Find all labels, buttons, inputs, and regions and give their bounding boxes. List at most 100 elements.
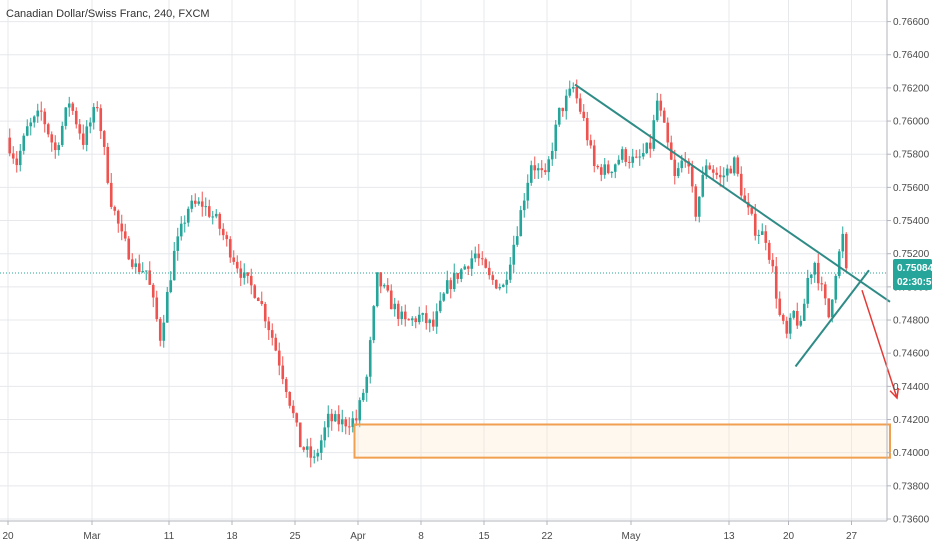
candle[interactable] bbox=[718, 165, 722, 187]
candle[interactable] bbox=[235, 255, 239, 273]
forecast-arrow-shaft[interactable] bbox=[861, 289, 898, 399]
candle[interactable] bbox=[214, 209, 218, 219]
candle[interactable] bbox=[361, 388, 365, 402]
candle[interactable] bbox=[410, 316, 414, 327]
candle[interactable] bbox=[260, 291, 264, 306]
candle[interactable] bbox=[372, 304, 376, 344]
candle[interactable] bbox=[526, 174, 530, 209]
candle[interactable] bbox=[305, 438, 309, 458]
candle[interactable] bbox=[844, 232, 848, 271]
candle[interactable] bbox=[484, 257, 488, 269]
candle[interactable] bbox=[379, 272, 383, 294]
candle[interactable] bbox=[550, 142, 554, 166]
candle[interactable] bbox=[774, 257, 778, 309]
candle[interactable] bbox=[358, 397, 362, 428]
candle[interactable] bbox=[78, 119, 82, 140]
candle[interactable] bbox=[344, 416, 348, 435]
candle[interactable] bbox=[242, 263, 246, 285]
candle[interactable] bbox=[50, 131, 54, 152]
candle[interactable] bbox=[788, 313, 792, 340]
candle[interactable] bbox=[505, 271, 509, 294]
candle[interactable] bbox=[109, 173, 113, 210]
candle[interactable] bbox=[221, 223, 225, 241]
candle[interactable] bbox=[676, 162, 680, 179]
candle[interactable] bbox=[512, 235, 516, 273]
candle[interactable] bbox=[736, 155, 740, 177]
candle[interactable] bbox=[760, 223, 764, 236]
candle[interactable] bbox=[64, 106, 68, 130]
candle[interactable] bbox=[193, 193, 197, 208]
candle[interactable] bbox=[330, 408, 334, 431]
candle[interactable] bbox=[547, 156, 551, 181]
candle[interactable] bbox=[795, 302, 799, 329]
candle[interactable] bbox=[375, 272, 379, 308]
candle[interactable] bbox=[722, 167, 726, 188]
candle[interactable] bbox=[764, 225, 768, 251]
candle[interactable] bbox=[92, 103, 96, 130]
candle[interactable] bbox=[501, 283, 505, 288]
candle[interactable] bbox=[802, 298, 806, 322]
candle[interactable] bbox=[155, 290, 159, 322]
candle[interactable] bbox=[757, 229, 761, 245]
candle[interactable] bbox=[144, 270, 148, 281]
candle[interactable] bbox=[585, 111, 589, 146]
candle[interactable] bbox=[316, 448, 320, 462]
candle[interactable] bbox=[557, 107, 561, 127]
candle[interactable] bbox=[540, 160, 544, 178]
candle[interactable] bbox=[725, 164, 729, 182]
candle[interactable] bbox=[494, 279, 498, 290]
candle[interactable] bbox=[449, 277, 453, 299]
candle[interactable] bbox=[519, 205, 523, 237]
candle[interactable] bbox=[179, 216, 183, 241]
candle[interactable] bbox=[333, 410, 337, 423]
candle[interactable] bbox=[148, 261, 152, 286]
candle[interactable] bbox=[354, 409, 358, 426]
candle[interactable] bbox=[638, 149, 642, 166]
candle[interactable] bbox=[578, 93, 582, 115]
candle[interactable] bbox=[263, 301, 267, 329]
candle[interactable] bbox=[365, 374, 369, 402]
candle[interactable] bbox=[431, 311, 435, 331]
candle[interactable] bbox=[22, 133, 26, 155]
candle[interactable] bbox=[452, 263, 456, 292]
candle[interactable] bbox=[200, 191, 204, 217]
candle[interactable] bbox=[792, 309, 796, 320]
candle[interactable] bbox=[659, 93, 663, 117]
candle[interactable] bbox=[470, 250, 474, 277]
candle[interactable] bbox=[599, 163, 603, 182]
candle[interactable] bbox=[340, 409, 344, 433]
candle[interactable] bbox=[592, 139, 596, 173]
candle[interactable] bbox=[337, 405, 341, 432]
upper-trendline[interactable] bbox=[574, 83, 891, 303]
candle[interactable] bbox=[113, 205, 117, 216]
candle[interactable] bbox=[151, 282, 155, 308]
candle[interactable] bbox=[284, 377, 288, 398]
candle[interactable] bbox=[130, 253, 134, 270]
candle[interactable] bbox=[564, 89, 568, 120]
drawings[interactable] bbox=[353, 83, 900, 459]
candle[interactable] bbox=[127, 236, 131, 261]
candle[interactable] bbox=[827, 298, 831, 319]
candle[interactable] bbox=[739, 166, 743, 199]
candle[interactable] bbox=[99, 104, 103, 139]
candle[interactable] bbox=[424, 305, 428, 330]
candle[interactable] bbox=[648, 134, 652, 158]
candle[interactable] bbox=[267, 316, 271, 340]
candle[interactable] bbox=[211, 210, 215, 225]
candle[interactable] bbox=[522, 193, 526, 218]
candle[interactable] bbox=[53, 135, 57, 159]
candle[interactable] bbox=[778, 291, 782, 317]
candle[interactable] bbox=[445, 270, 449, 295]
candle[interactable] bbox=[323, 421, 327, 448]
candle[interactable] bbox=[137, 254, 141, 275]
candle[interactable] bbox=[837, 248, 841, 279]
candle[interactable] bbox=[508, 257, 512, 283]
candle[interactable] bbox=[589, 134, 593, 149]
candle[interactable] bbox=[225, 231, 229, 247]
candle[interactable] bbox=[813, 261, 817, 283]
candle[interactable] bbox=[750, 206, 754, 216]
candle[interactable] bbox=[743, 187, 747, 203]
candle[interactable] bbox=[319, 434, 323, 461]
candle[interactable] bbox=[781, 313, 785, 325]
candle[interactable] bbox=[477, 243, 481, 266]
